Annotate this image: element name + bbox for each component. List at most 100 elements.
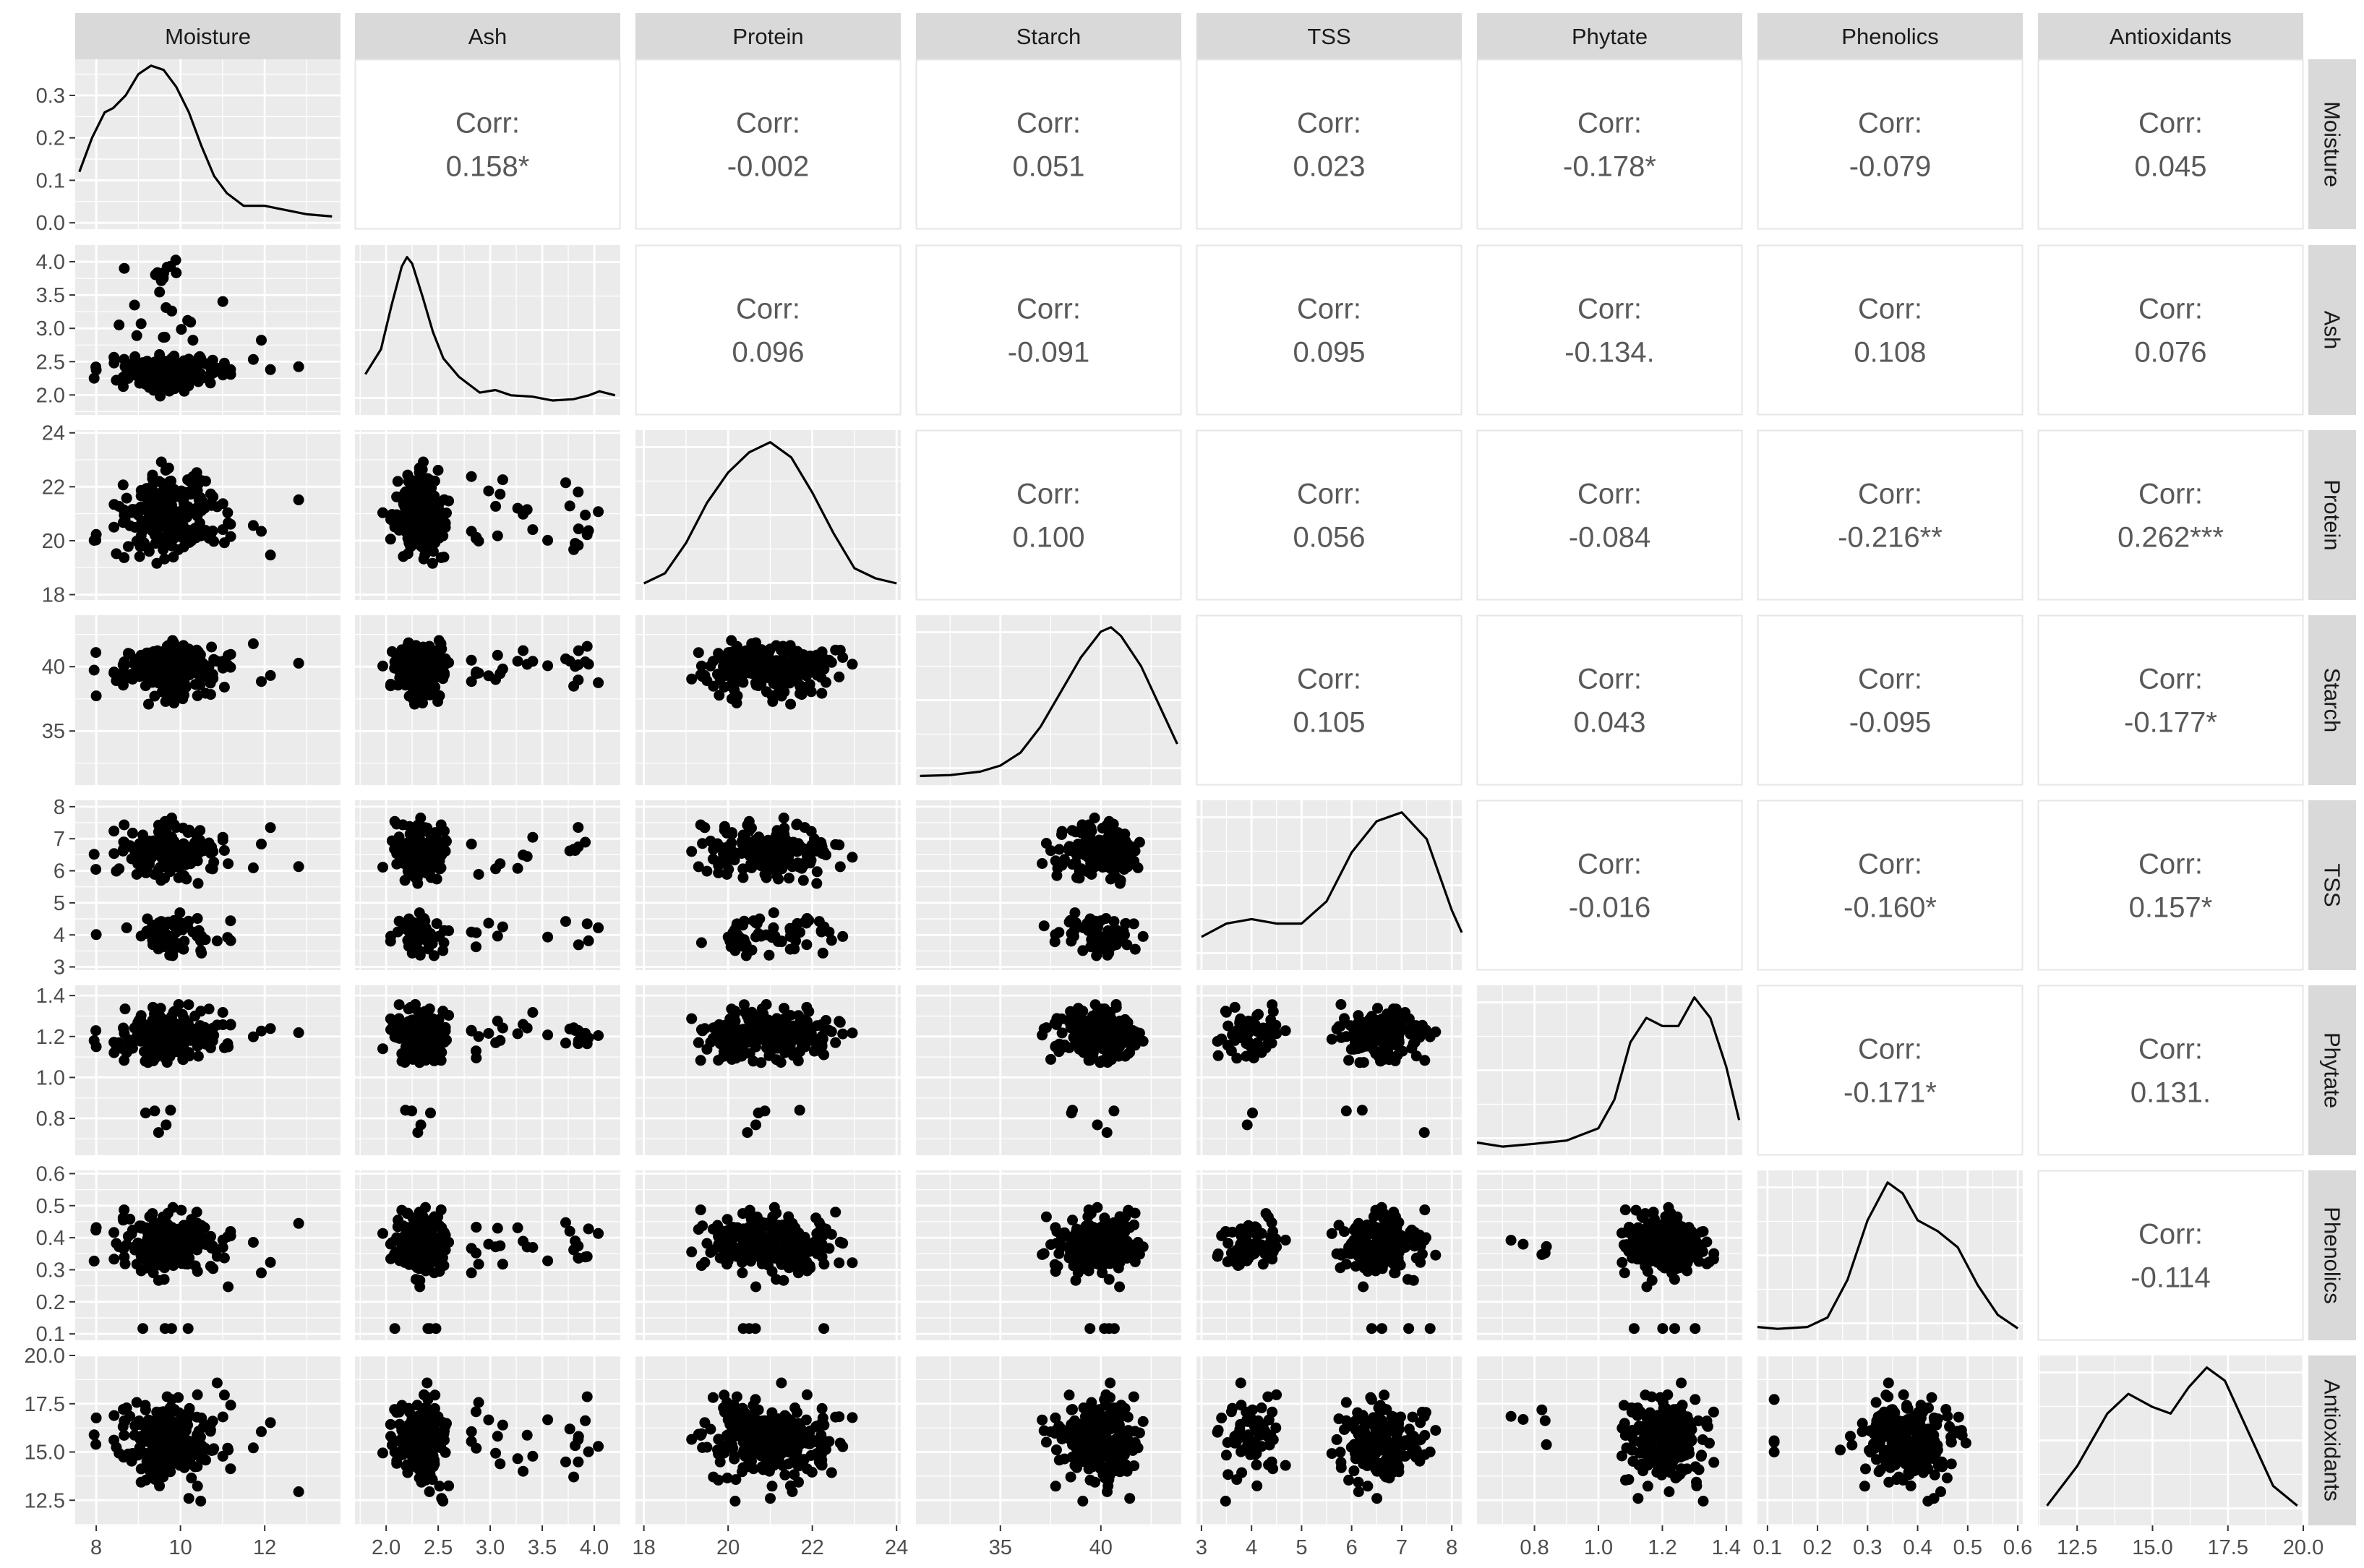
scatter-point [745,1036,757,1048]
scatter-point [265,364,276,375]
scatter-point [195,353,207,364]
scatter-point [431,918,442,930]
scatter-point [768,1201,780,1213]
panel-phytate-tss [1196,985,1462,1155]
scatter-point [205,689,216,701]
scatter-point [170,531,181,542]
scatter-point [222,1038,234,1050]
scatter-point [1262,1038,1274,1050]
scatter-point [521,659,533,670]
panel-tss-antioxidants: Corr:0.157* [2037,800,2304,971]
scatter-point [756,836,768,847]
scatter-point [410,513,421,525]
scatter-point [168,1226,179,1238]
scatter-point [785,858,797,869]
scatter-point [400,1105,411,1116]
scatter-point [1108,845,1119,857]
scatter-point [149,369,160,381]
panel-phenolics-tss [1196,1170,1462,1340]
strip-right-ash [2308,245,2356,415]
scatter-point [581,918,593,930]
scatter-point [1358,1281,1369,1293]
scatter-point [1374,1047,1385,1058]
scatter-point [847,852,858,863]
scatter-point [847,659,858,670]
scatter-point [399,1256,411,1268]
scatter-point [206,1025,218,1036]
scatter-point [750,852,761,864]
scatter-point [173,999,184,1010]
corr-label: Corr: [455,108,520,140]
scatter-point [492,930,503,942]
scatter-point [1234,1016,1246,1027]
scatter-point [406,869,418,880]
scatter-point [434,930,445,942]
scatter-point [437,673,449,685]
corr-value: 0.131. [2130,1077,2211,1109]
scatter-point [794,1105,805,1116]
scatter-point [1419,1055,1431,1066]
strip-right-label: TSS [2320,863,2345,907]
scatter-point [1110,1238,1122,1249]
scatter-point [129,504,140,515]
scatter-point [88,372,100,384]
corr-label: Corr: [1297,294,1361,325]
scatter-point [424,689,436,701]
scatter-point [247,520,259,531]
scatter-point [471,927,482,938]
scatter-point [437,1006,449,1017]
scatter-point [427,530,438,541]
corr-label: Corr: [1297,108,1361,140]
scatter-point [795,927,805,938]
corr-value: -0.084 [1569,522,1650,554]
scatter-point [708,680,719,692]
scatter-point [542,534,554,546]
scatter-point [413,944,424,956]
strip-top-label: Phytate [1572,24,1648,49]
scatter-point [492,1015,503,1027]
scatter-point [90,647,102,659]
scatter-point [124,1213,136,1225]
scatter-point [473,1259,484,1270]
corr-value: -0.095 [1849,707,1931,739]
scatter-point [176,1204,187,1216]
scatter-point [181,1220,192,1231]
scatter-point [129,522,141,533]
scatter-point [804,679,815,690]
scatter-point [1335,1032,1347,1043]
scatter-point [1418,1127,1430,1139]
scatter-point [797,875,809,886]
scatter-point [293,361,304,372]
scatter-point [697,838,708,849]
scatter-point [1118,836,1129,847]
scatter-point [150,1053,160,1064]
scatter-point [573,645,584,656]
scatter-point [794,680,805,691]
scatter-point [699,1023,711,1034]
scatter-point [771,851,782,862]
scatter-point [196,930,207,942]
scatter-point [695,1204,706,1216]
scatter-point [400,680,411,691]
scatter-point [1053,1248,1065,1259]
scatter-point [527,831,539,843]
scatter-point [466,1267,477,1279]
scatter-point [165,376,176,387]
panel-phenolics-starch [916,1170,1181,1340]
scatter-point [1110,999,1122,1010]
strip-right-label: Starch [2320,668,2345,733]
scatter-point [837,652,849,663]
scatter-point [108,848,120,860]
scatter-point [803,1006,815,1017]
scatter-point [422,660,434,672]
scatter-point [1110,930,1122,942]
scatter-point [205,1261,216,1272]
scatter-point [713,867,724,878]
scatter-point [187,482,199,494]
scatter-point [560,1217,571,1228]
scatter-point [1255,1243,1267,1254]
scatter-point [400,1241,411,1252]
scatter-point [779,1254,791,1265]
scatter-point [143,698,154,710]
